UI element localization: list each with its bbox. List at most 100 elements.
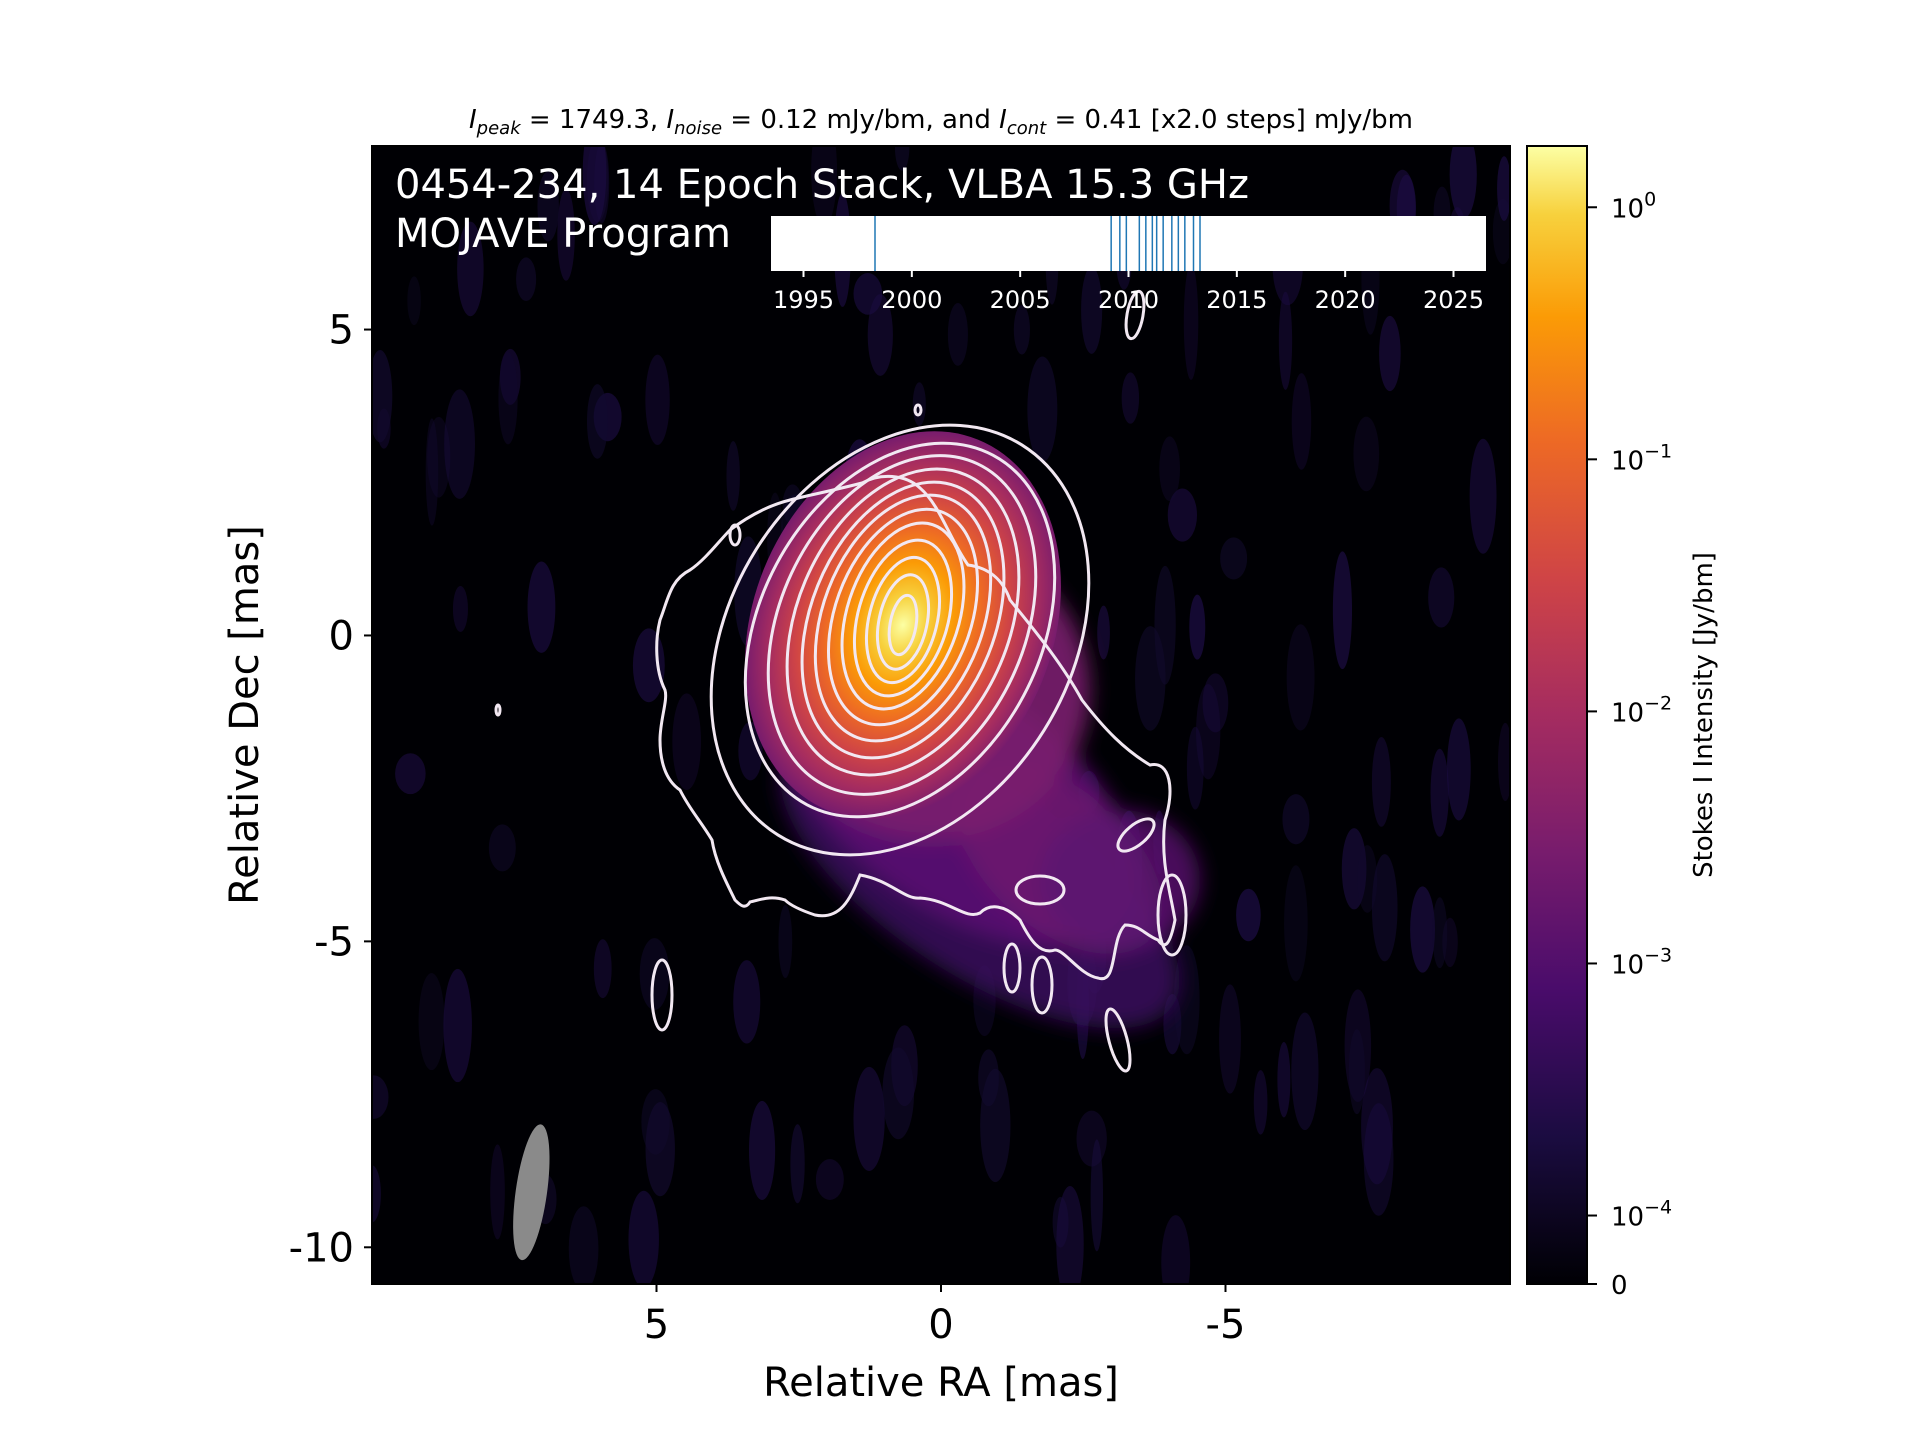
noise-streak <box>1186 726 1204 810</box>
y-tick-label: -5 <box>314 919 354 965</box>
noise-streak <box>444 389 475 499</box>
noise-streak <box>1348 1029 1365 1115</box>
colorbar-tick-label: 10−3 <box>1611 944 1672 980</box>
noise-streak <box>628 1190 659 1284</box>
contour-5 <box>785 467 1021 777</box>
contour-11 <box>865 555 941 685</box>
contour-blob <box>1002 942 1022 994</box>
x-tick-label: -5 <box>1206 1302 1246 1348</box>
noise-streak <box>1278 291 1293 390</box>
noise-streak <box>1076 1110 1107 1167</box>
noise-streak <box>1361 1068 1393 1185</box>
noise-streak <box>894 146 910 171</box>
contour-6 <box>800 480 1006 760</box>
colorbar-ticks: 100 10−1 10−2 10−3 10−4 0 <box>1587 188 1672 1301</box>
noise-streak <box>443 968 472 1083</box>
noise-streak <box>407 276 421 326</box>
noise-streak <box>418 973 445 1071</box>
noise-streak <box>748 1100 776 1200</box>
noise-streak <box>516 257 537 302</box>
noise-streak <box>733 960 761 1044</box>
noise-streak <box>594 146 610 224</box>
contour-blob <box>1124 289 1146 341</box>
noise-streak <box>645 1102 675 1197</box>
noise-streak <box>1220 537 1248 580</box>
noise-streak <box>1056 1185 1084 1284</box>
noise-streak <box>1284 865 1308 982</box>
noise-streak <box>1161 1215 1191 1284</box>
contour-7 <box>813 493 993 743</box>
noise-streak <box>1371 854 1398 962</box>
map-caption-line2: MOJAVE Program <box>395 211 731 257</box>
colorbar-tick-label: 10−1 <box>1611 440 1672 476</box>
contour-blob <box>1030 955 1054 1015</box>
timeline-ticks: 1995 2000 2005 2010 2015 2020 2025 <box>773 271 1484 314</box>
noise-streak <box>537 171 559 242</box>
noise-streak <box>1167 488 1198 542</box>
noise-streak <box>1498 722 1510 802</box>
noise-streak <box>1282 794 1310 845</box>
noise-streak <box>1236 888 1261 942</box>
contour-blob <box>1104 1007 1132 1073</box>
contour-outer <box>655 474 1177 981</box>
y-tick-label: 5 <box>329 308 354 354</box>
x-axis-label: Relative RA [mas] <box>763 1360 1119 1406</box>
contour-blob <box>1156 873 1188 957</box>
timeline-tick-label: 2005 <box>990 286 1051 314</box>
epoch-timeline: 1995 2000 2005 2010 2015 2020 2025 <box>771 216 1486 314</box>
noise-streak <box>1097 605 1110 660</box>
noise-streak <box>1159 436 1181 502</box>
noise-streak <box>427 416 451 498</box>
noise-streak <box>586 384 608 459</box>
noise-streak <box>593 939 612 999</box>
noise-streak <box>1291 1012 1319 1131</box>
contour-9 <box>840 521 966 711</box>
timeline-tick-label: 2025 <box>1423 286 1484 314</box>
colorbar-gradient <box>1526 145 1588 1285</box>
noise-streak <box>1202 673 1229 733</box>
noise-streak <box>1027 356 1058 463</box>
noise-streak <box>1449 146 1477 219</box>
noise-streak <box>1013 305 1030 355</box>
noise-streak <box>488 824 516 872</box>
noise-streak <box>1183 263 1199 380</box>
noise-streak <box>1121 372 1140 424</box>
noise-streak <box>1173 945 1200 1055</box>
noise-streak <box>568 1206 599 1284</box>
noise-streak <box>1253 1070 1268 1135</box>
intensity-map: 0454-234, 14 Epoch Stack, VLBA 15.3 GHz … <box>371 145 1511 1285</box>
noise-streak <box>947 303 968 366</box>
contour-blob <box>494 703 502 717</box>
noise-streak <box>1371 737 1391 827</box>
colorbar-label: Stokes I Intensity [Jy/bm] <box>1689 552 1719 878</box>
noise-streak <box>452 585 468 633</box>
contour-4 <box>766 454 1038 796</box>
noise-streak <box>1410 886 1436 973</box>
noise-streak <box>867 294 893 376</box>
colorbar-tick-label: 10−4 <box>1611 1197 1672 1233</box>
timeline-tick-label: 2000 <box>881 286 942 314</box>
timeline-tick-label: 2020 <box>1315 286 1376 314</box>
noise-streak <box>395 753 426 795</box>
noise-streak <box>425 418 439 526</box>
y-axis: 5 0 -5 -10 <box>289 308 372 1271</box>
noise-streak <box>790 1124 805 1204</box>
y-tick-label: -10 <box>289 1225 354 1271</box>
noise-streak <box>980 1068 1011 1183</box>
noise-streak <box>498 351 518 445</box>
noise-streak <box>1081 266 1103 354</box>
contour-lines <box>494 289 1188 1073</box>
contour-10 <box>852 538 954 698</box>
noise-streak <box>1446 718 1471 821</box>
noise-streak <box>372 1075 389 1119</box>
noise-streak <box>527 561 556 653</box>
colorbar-tick-label: 100 <box>1611 188 1656 224</box>
noise-streak <box>1442 917 1458 968</box>
noise-streak <box>738 721 763 781</box>
noise-streak <box>490 1144 505 1240</box>
noise-streak <box>815 1159 844 1200</box>
noise-streak <box>582 146 607 226</box>
noise-streak <box>1430 748 1449 837</box>
contour-blob <box>728 523 742 547</box>
x-tick-label: 0 <box>928 1302 953 1348</box>
